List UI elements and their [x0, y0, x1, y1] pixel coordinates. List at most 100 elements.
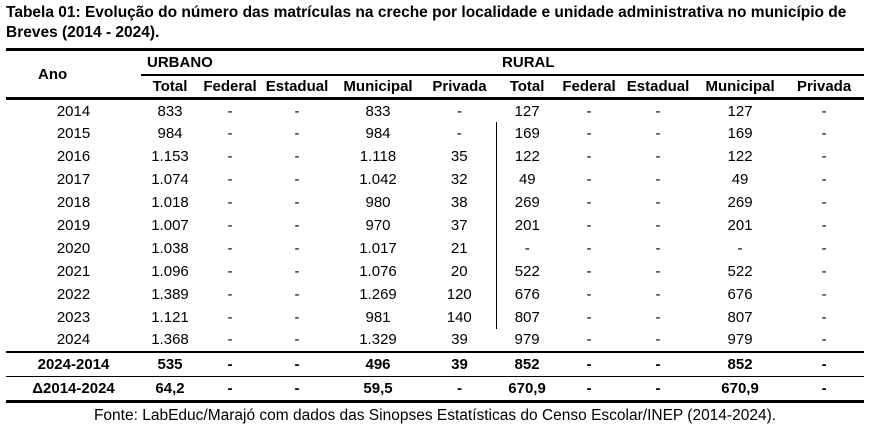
cell-urbano-estadual: - [261, 350, 333, 378]
cell-rural-estadual: - [655, 147, 661, 165]
cell-urbano-total: 1.096 [151, 262, 189, 280]
cell-rural-total: 122 [495, 144, 559, 168]
cell-rural-privada: - [821, 147, 827, 165]
cell-rural-estadual: - [655, 262, 661, 280]
col-header-urbano-federal: Federal [199, 74, 261, 101]
cell-rural-privada: - [821, 239, 827, 257]
cell-urbano-municipal: 1.118 [359, 147, 397, 165]
cell-rural-municipal: 269 [727, 193, 753, 211]
table-row: 2022 1.389 - - 1.269 120 676 - - 676 - [6, 282, 864, 306]
cell-urbano-estadual: - [294, 308, 300, 326]
cell-urbano-privada: - [456, 124, 462, 142]
cell-urbano-total: 535 [141, 350, 199, 378]
cell-rural-federal: - [586, 193, 592, 211]
cell-rural-privada: - [821, 124, 827, 142]
cell-urbano-municipal: 59,5 [363, 380, 393, 398]
row-label: 2018 [56, 193, 91, 211]
cell-rural-estadual: - [655, 216, 661, 234]
cell-rural-privada: - [821, 193, 827, 211]
group-header-rural: RURAL [496, 49, 865, 76]
cell-rural-federal: - [586, 380, 592, 398]
cell-urbano-privada: 35 [450, 147, 468, 165]
cell-rural-federal: - [558, 350, 621, 378]
cell-rural-total: 169 [495, 121, 559, 145]
cell-urbano-privada: 38 [450, 193, 468, 211]
cell-rural-municipal: 169 [727, 124, 753, 142]
cell-rural-total: 269 [495, 190, 559, 214]
row-label: 2016 [56, 147, 91, 165]
cell-urbano-federal: - [227, 147, 233, 165]
cell-urbano-total: 1.121 [151, 308, 189, 326]
cell-urbano-municipal: 970 [365, 216, 391, 234]
cell-urbano-privada: 37 [450, 216, 468, 234]
col-header-rural-privada: Privada [784, 74, 865, 101]
cell-urbano-federal: - [227, 380, 233, 398]
cell-urbano-federal: - [227, 239, 233, 257]
document-page: Tabela 01: Evolução do número das matríc… [6, 4, 865, 424]
cell-urbano-total: 984 [157, 124, 183, 142]
row-label: 2017 [56, 170, 91, 188]
cell-rural-total: 522 [495, 259, 559, 283]
cell-rural-total: 670,9 [508, 380, 546, 398]
col-header-urbano-total: Total [141, 74, 199, 101]
cell-rural-municipal: 522 [727, 262, 753, 280]
cell-rural-total: 49 [495, 167, 559, 191]
cell-rural-total: 127 [514, 102, 540, 120]
table-row: 2024-2014 535- -496 39 852- -852- [6, 350, 865, 378]
cell-rural-municipal: 122 [727, 147, 753, 165]
cell-urbano-estadual: - [294, 170, 300, 188]
cell-rural-estadual: - [620, 350, 697, 378]
cell-urbano-total: 1.368 [151, 331, 189, 349]
cell-rural-total: 201 [495, 213, 559, 237]
cell-urbano-municipal: 1.017 [359, 239, 397, 257]
group-header-urbano: URBANO [141, 49, 497, 76]
table-row: 2019 1.007 - - 970 37 201 - - 201 - [6, 213, 864, 237]
cell-urbano-municipal: 1.076 [359, 262, 397, 280]
cell-urbano-municipal: 1.269 [359, 285, 397, 303]
cell-urbano-estadual: - [294, 193, 300, 211]
cell-rural-privada: - [821, 102, 827, 120]
cell-urbano-privada: 20 [450, 262, 468, 280]
cell-urbano-privada: 140 [446, 308, 472, 326]
cell-urbano-estadual: - [294, 147, 300, 165]
cell-rural-municipal: 852 [696, 350, 785, 378]
cell-urbano-total: 1.153 [151, 147, 189, 165]
cell-rural-privada: - [821, 262, 827, 280]
cell-urbano-federal: - [227, 262, 233, 280]
col-header-ano: Ano [6, 49, 141, 101]
cell-rural-total: 676 [495, 282, 559, 306]
cell-rural-total: 979 [514, 331, 540, 349]
col-header-rural-federal: Federal [558, 74, 621, 101]
cell-rural-municipal: - [737, 239, 743, 257]
table-row: 2021 1.096 - - 1.076 20 522 - - 522 - [6, 259, 864, 283]
cell-urbano-total: 1.389 [151, 285, 189, 303]
row-label: 2022 [56, 285, 91, 303]
col-header-rural-estadual: Estadual [620, 74, 697, 101]
table-row: 2016 1.153 - - 1.118 35 122 - - 122 - [6, 144, 864, 168]
cell-urbano-estadual: - [294, 380, 300, 398]
cell-rural-privada: - [821, 331, 827, 349]
cell-rural-municipal: 807 [727, 308, 753, 326]
cell-rural-federal: - [586, 102, 592, 120]
cell-rural-privada: - [821, 170, 827, 188]
cell-urbano-municipal: 981 [365, 308, 391, 326]
row-label: 2024-2014 [6, 350, 141, 378]
row-label: 2019 [56, 216, 91, 234]
table-title: Tabela 01: Evolução do número das matríc… [6, 4, 847, 42]
cell-rural-estadual: - [655, 285, 661, 303]
group-header-row: Ano URBANO RURAL [6, 49, 865, 101]
table-row: 2023 1.121 - - 981 140 807 - - 807 - [6, 305, 864, 329]
cell-rural-estadual: - [655, 124, 661, 142]
cell-rural-estadual: - [655, 239, 661, 257]
cell-urbano-federal: - [227, 102, 233, 120]
table-row: 2015 984 - - 984 - 169 - - 169 - [6, 121, 864, 145]
cell-rural-estadual: - [655, 331, 661, 349]
cell-urbano-federal: - [227, 124, 233, 142]
sub-header-row: Total Federal Estadual Municipal Privada… [6, 74, 865, 101]
cell-urbano-municipal: 833 [365, 102, 391, 120]
cell-rural-estadual: - [655, 102, 661, 120]
col-header-urbano-municipal: Municipal [333, 74, 423, 101]
cell-urbano-total: 1.018 [151, 193, 189, 211]
cell-rural-municipal: 670,9 [721, 380, 759, 398]
cell-urbano-federal: - [227, 285, 233, 303]
